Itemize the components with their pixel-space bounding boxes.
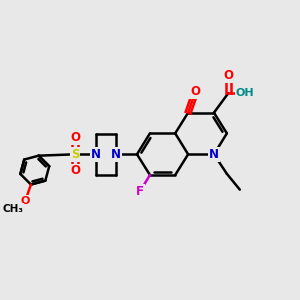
Text: N: N: [111, 148, 121, 161]
Text: O: O: [223, 69, 233, 82]
Text: F: F: [136, 185, 144, 198]
Text: O: O: [70, 164, 80, 178]
Text: S: S: [71, 148, 79, 161]
Text: O: O: [70, 131, 80, 144]
Text: O: O: [20, 196, 30, 206]
Text: OH: OH: [236, 88, 254, 98]
Text: O: O: [190, 85, 200, 98]
Text: N: N: [91, 148, 101, 161]
Text: N: N: [209, 148, 219, 161]
Text: CH₃: CH₃: [3, 204, 24, 214]
